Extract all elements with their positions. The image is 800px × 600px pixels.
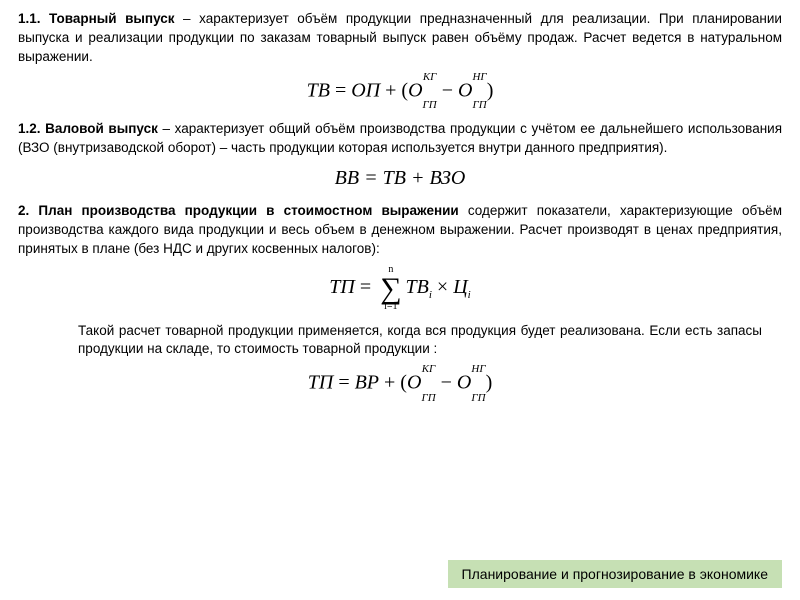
footer-title-bar: Планирование и прогнозирование в экономи…	[448, 560, 782, 588]
f3-csub: i	[468, 289, 471, 301]
f1-r1: ОП	[351, 79, 380, 101]
f4-lhs: ТП	[308, 372, 334, 394]
f1-close: )	[487, 79, 494, 101]
f4-plus: + (	[379, 372, 407, 394]
f1-eq: =	[330, 79, 351, 101]
formula-3: ТП = n∑i=1ТВi × Цi	[18, 265, 782, 312]
f1-o2: О	[458, 79, 472, 101]
f4-o2sub: ГП	[471, 392, 485, 404]
footer-text: Планирование и прогнозирование в экономи…	[462, 566, 768, 582]
formula-4: ТП = ВР + (ОКГГП − ОНГГП)	[18, 365, 782, 402]
sigma-symbol: ∑	[380, 275, 401, 302]
f3-tv: ТВ	[406, 276, 429, 298]
f3-c: Ц	[453, 276, 467, 298]
f4-r1: ВР	[355, 372, 379, 394]
f4-o2sup: НГ	[471, 363, 485, 375]
f1-o1sub: ГП	[423, 99, 437, 111]
formula-2: ВВ = ТВ + ВЗО	[18, 164, 782, 192]
f4-eq: =	[333, 372, 354, 394]
f4-o1: О	[407, 372, 421, 394]
f3-lhs: ТП	[329, 276, 355, 298]
heading-2: 2. План производства продукции в стоимос…	[18, 203, 459, 218]
f4-o2: О	[457, 372, 471, 394]
f1-plus: + (	[380, 79, 408, 101]
f1-o2sup: НГ	[472, 71, 486, 83]
f3-times: ×	[432, 276, 453, 298]
f1-o1sup: КГ	[423, 71, 437, 83]
section-1-1: 1.1. Товарный выпуск – характеризует объ…	[18, 10, 782, 67]
f3-eq: =	[355, 276, 376, 298]
f1-o1: О	[408, 79, 422, 101]
heading-1-1: 1.1. Товарный выпуск	[18, 11, 175, 26]
section-1-2: 1.2. Валовой выпуск – характеризует общи…	[18, 120, 782, 158]
f1-lhs: ТВ	[307, 79, 330, 101]
f3-sumbot: i=1	[384, 302, 397, 312]
sigma-sum: n∑i=1	[380, 265, 401, 312]
document-body: 1.1. Товарный выпуск – характеризует объ…	[0, 0, 800, 403]
note-body: Такой расчет товарной продукции применяе…	[78, 323, 762, 357]
f4-o1sup: КГ	[422, 363, 436, 375]
f1-minus: −	[437, 79, 458, 101]
section-2: 2. План производства продукции в стоимос…	[18, 202, 782, 259]
f1-o2sub: ГП	[472, 99, 486, 111]
note-paragraph: Такой расчет товарной продукции применяе…	[18, 322, 782, 360]
f4-o1sub: ГП	[421, 392, 435, 404]
f2-text: ВВ = ТВ + ВЗО	[335, 167, 466, 189]
heading-1-2: 1.2. Валовой выпуск	[18, 121, 158, 136]
formula-1: ТВ = ОП + (ОКГГП − ОНГГП)	[18, 73, 782, 110]
f4-minus: −	[436, 372, 457, 394]
f4-close: )	[486, 372, 493, 394]
